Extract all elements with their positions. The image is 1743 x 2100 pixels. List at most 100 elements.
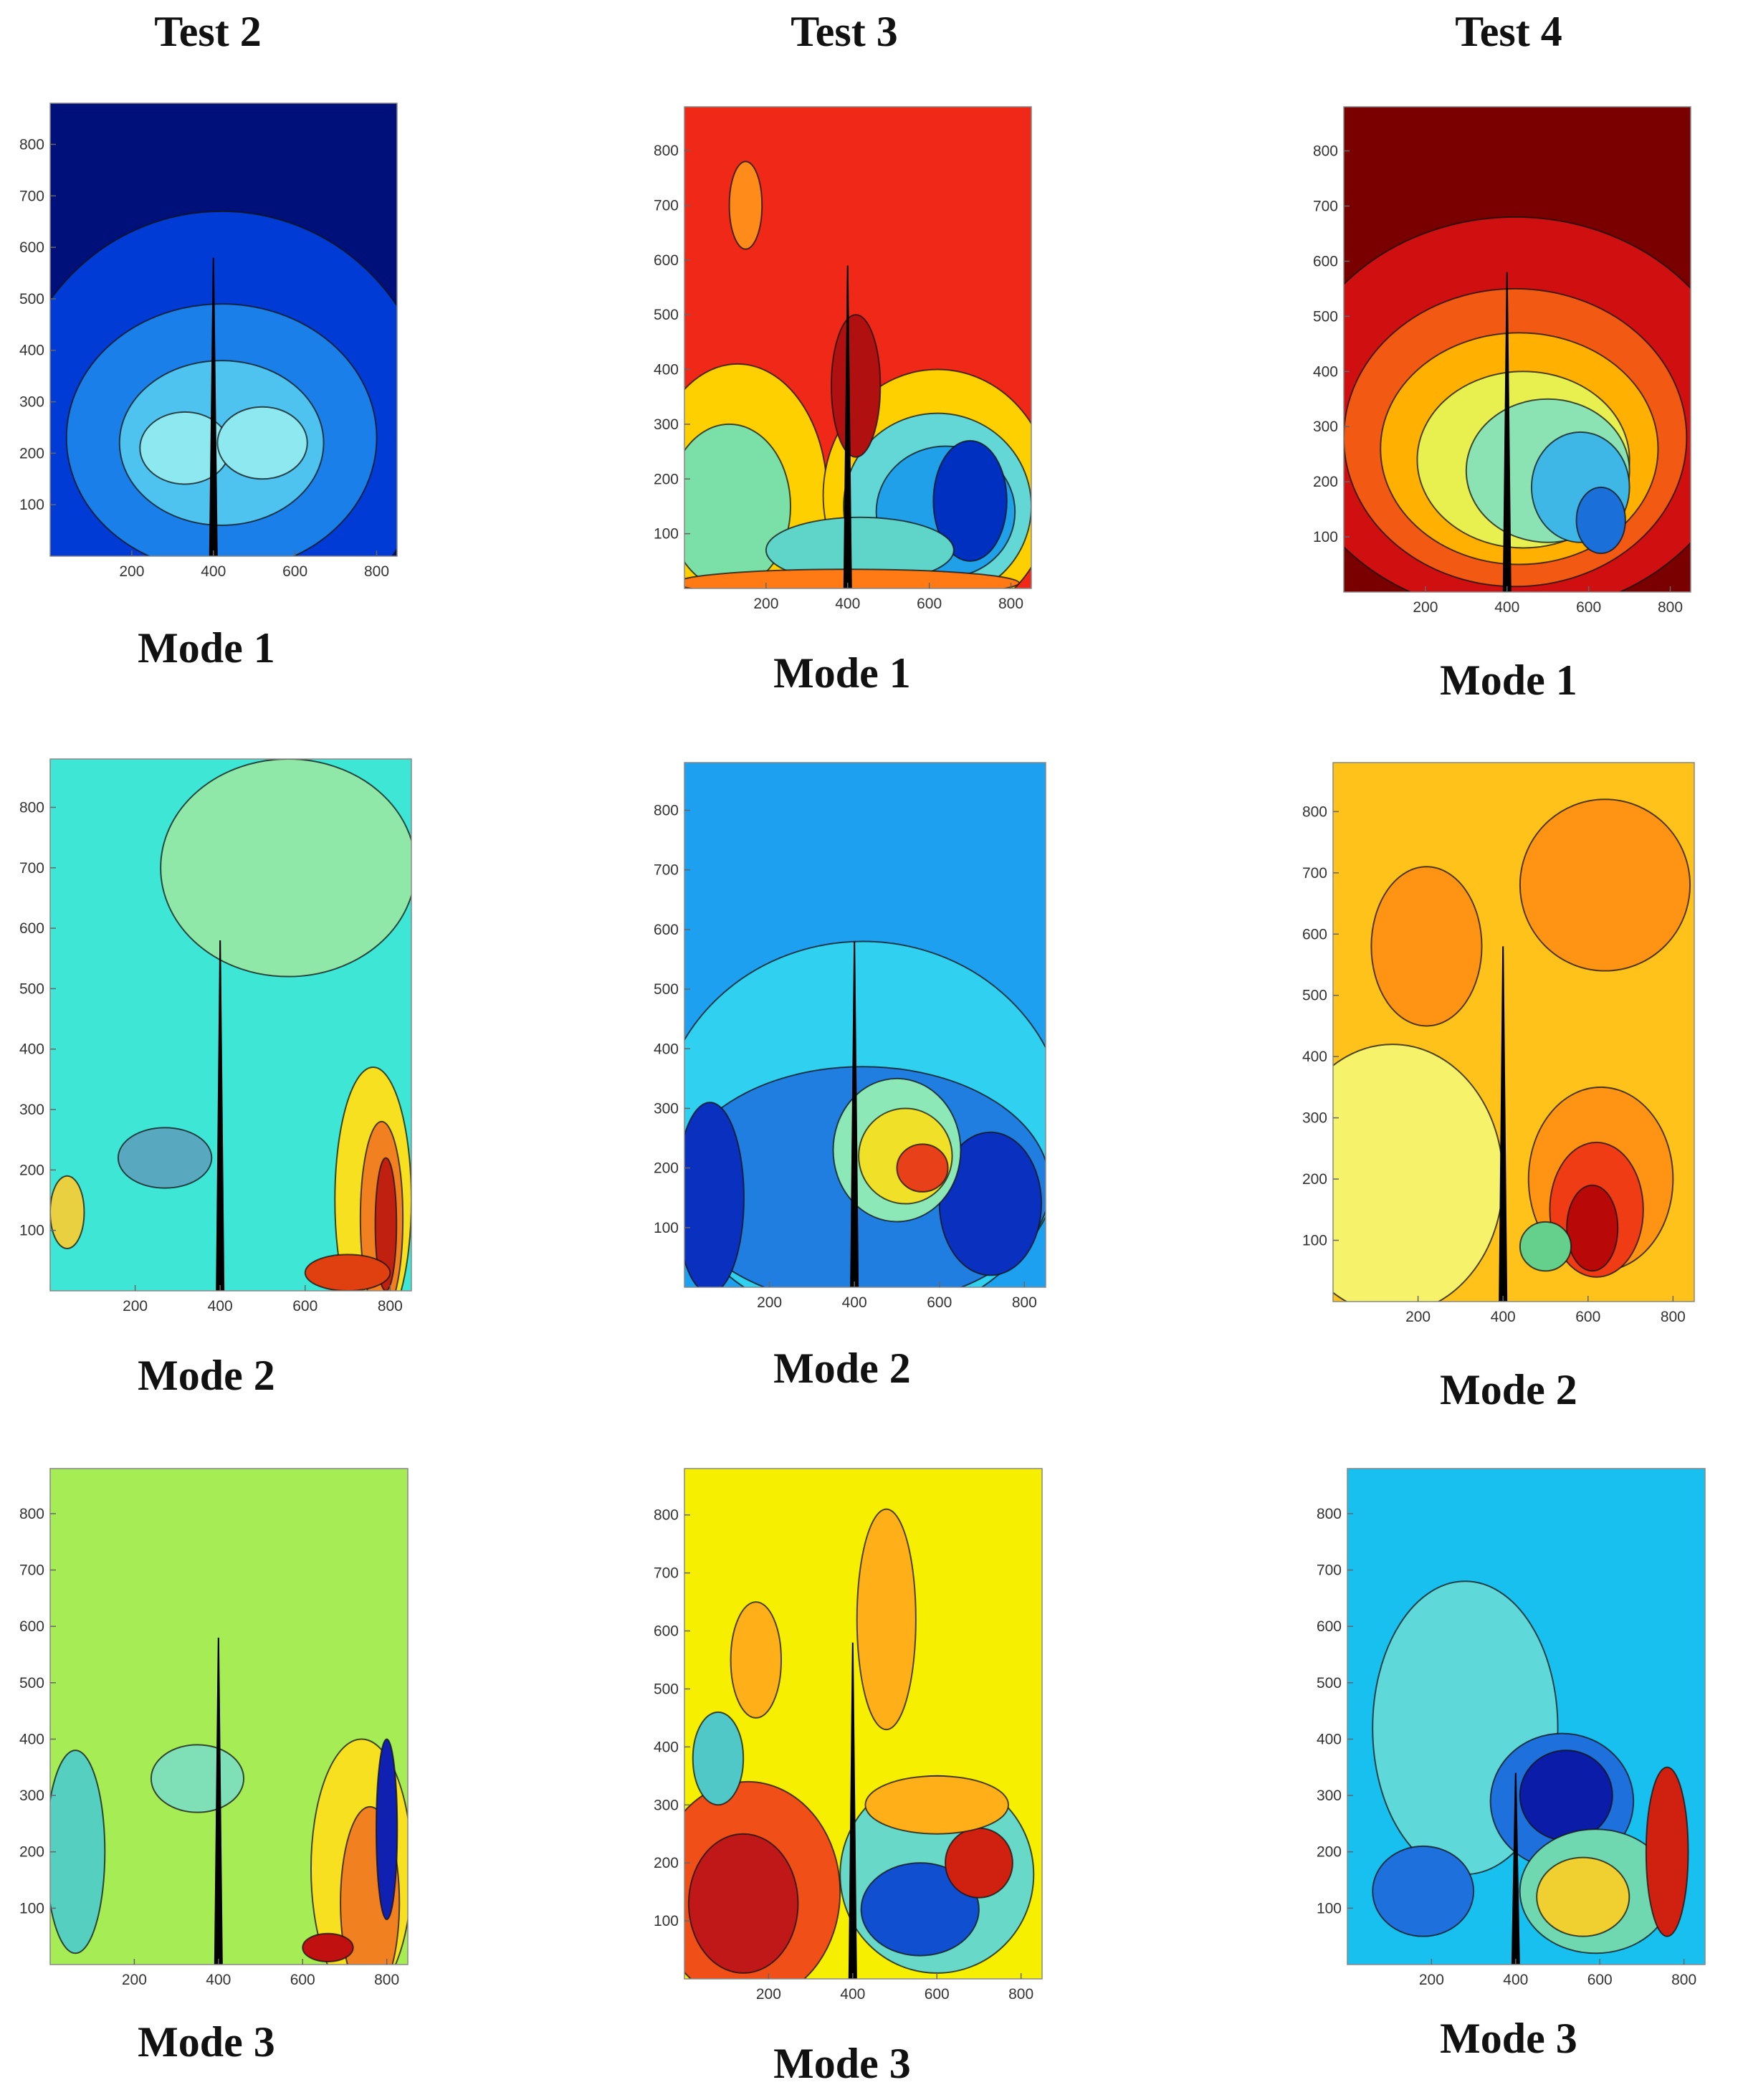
x-tick-label: 200 xyxy=(1405,1309,1431,1325)
x-tick-label: 200 xyxy=(122,1972,147,1988)
heatmap-test3-mode3: 200 400 600 800 100 200 300 400 500 600 700 800 xyxy=(654,1468,1043,2003)
x-tick-label: 600 xyxy=(1575,1309,1600,1325)
y-tick-label: 200 xyxy=(1317,1844,1342,1861)
y-tick-label: 800 xyxy=(654,143,679,159)
heatmap-test2-mode1: 200 400 600 800 100 200 300 400 500 600 700 800 xyxy=(19,102,398,580)
y-tick-label: 200 xyxy=(654,1855,679,1871)
y-tick-label: 500 xyxy=(654,981,679,998)
contour-region xyxy=(684,423,792,588)
y-tick-label: 600 xyxy=(654,1623,679,1640)
plot-frame xyxy=(49,758,412,1292)
y-tick-label: 200 xyxy=(654,1160,679,1177)
y-tick-label: 400 xyxy=(1302,1049,1327,1065)
x-tick-label: 800 xyxy=(1661,1309,1686,1325)
heatmap-field xyxy=(50,759,411,1291)
y-tick-label: 600 xyxy=(1313,253,1338,269)
x-tick-label: 400 xyxy=(840,1986,865,2003)
y-tick-label: 500 xyxy=(19,1675,44,1691)
y-tick-label: 100 xyxy=(19,497,44,513)
y-tick-label: 600 xyxy=(1317,1618,1342,1635)
plot-frame xyxy=(1347,1468,1706,1965)
plot-frame xyxy=(684,762,1046,1288)
x-tick-label: 600 xyxy=(917,596,942,612)
y-tick-label: 600 xyxy=(19,1618,44,1635)
contour-region xyxy=(1519,1221,1572,1272)
y-tick-label: 800 xyxy=(1317,1506,1342,1522)
contour-region xyxy=(1536,1856,1630,1937)
contour-region xyxy=(302,1932,354,1963)
contour-region xyxy=(728,161,763,250)
mode-label-test4-mode2: Mode 2 xyxy=(1440,1366,1577,1413)
contour-region xyxy=(150,1744,245,1813)
y-tick-label: 300 xyxy=(1302,1110,1327,1127)
heatmap-field xyxy=(1347,1469,1705,1965)
x-tick-label: 800 xyxy=(1012,1294,1037,1311)
x-tick-label: 400 xyxy=(208,1298,233,1314)
heatmap-field xyxy=(684,1469,1042,1979)
contour-region xyxy=(216,406,308,480)
y-tick-label: 500 xyxy=(654,307,679,323)
x-tick-label: 400 xyxy=(835,596,860,612)
mode-label-test4-mode3: Mode 3 xyxy=(1440,2015,1577,2062)
x-tick-label: 800 xyxy=(378,1298,403,1314)
x-tick-label: 600 xyxy=(925,1986,950,2003)
heatmap-test4-mode1: 200 400 600 800 100 200 300 400 500 600 700 800 xyxy=(1313,106,1691,616)
crack-line xyxy=(1502,272,1512,592)
y-tick-label: 400 xyxy=(19,1041,44,1058)
plot-frame xyxy=(1332,762,1695,1302)
x-tick-label: 600 xyxy=(290,1972,315,1988)
y-tick-label: 700 xyxy=(654,1565,679,1582)
contour-region xyxy=(864,1775,1010,1835)
y-tick-label: 800 xyxy=(19,1506,44,1522)
y-tick-label: 300 xyxy=(654,1100,679,1117)
x-tick-label: 200 xyxy=(123,1298,148,1314)
contour-region xyxy=(687,1833,799,1974)
x-tick-label: 800 xyxy=(998,596,1023,612)
y-tick-label: 400 xyxy=(1313,363,1338,380)
y-tick-label: 100 xyxy=(19,1900,44,1917)
heatmap-test4-mode2: 200 400 600 800 100 200 300 400 500 600 700 800 xyxy=(1302,762,1695,1325)
y-tick-label: 200 xyxy=(1302,1171,1327,1188)
y-tick-label: 200 xyxy=(19,1844,44,1861)
x-tick-label: 800 xyxy=(1671,1972,1696,1988)
y-tick-label: 100 xyxy=(1313,529,1338,545)
x-tick-label: 600 xyxy=(1576,599,1601,616)
x-tick-label: 400 xyxy=(842,1294,867,1311)
y-tick-label: 800 xyxy=(19,799,44,816)
y-tick-label: 600 xyxy=(19,920,44,937)
crack-line xyxy=(1499,946,1508,1302)
y-tick-label: 700 xyxy=(1317,1562,1342,1579)
y-tick-label: 400 xyxy=(654,1041,679,1057)
x-tick-label: 200 xyxy=(119,563,144,580)
plot-frame xyxy=(684,106,1032,589)
contour-region xyxy=(1372,1845,1475,1937)
crack-line xyxy=(1511,1772,1520,1965)
heatmap-field xyxy=(684,763,1046,1287)
y-tick-label: 700 xyxy=(19,860,44,877)
y-tick-label: 200 xyxy=(1313,474,1338,490)
y-tick-label: 200 xyxy=(654,471,679,487)
y-tick-label: 700 xyxy=(19,188,44,204)
y-tick-label: 500 xyxy=(654,1681,679,1697)
contour-region xyxy=(1519,798,1691,972)
y-tick-label: 400 xyxy=(1317,1731,1342,1747)
heatmap-field xyxy=(1344,107,1691,592)
heatmap-test2-mode2: 200 400 600 800 100 200 300 400 500 600 700 800 xyxy=(19,758,412,1314)
plot-frame xyxy=(1343,106,1691,593)
contour-region xyxy=(374,1157,398,1291)
y-tick-label: 300 xyxy=(19,1788,44,1804)
column-title-test-2: Test 2 xyxy=(154,8,262,55)
y-tick-label: 700 xyxy=(654,862,679,879)
y-tick-label: 400 xyxy=(19,1731,44,1747)
x-tick-label: 800 xyxy=(1658,599,1683,616)
column-title-test-3: Test 3 xyxy=(791,8,898,55)
contour-region xyxy=(1370,866,1483,1027)
crack-line xyxy=(216,940,225,1291)
y-tick-label: 400 xyxy=(19,343,44,359)
contour-region xyxy=(117,1127,213,1189)
y-tick-label: 600 xyxy=(1302,926,1327,942)
heatmap-field xyxy=(50,1469,408,1965)
x-tick-label: 400 xyxy=(1503,1972,1528,1988)
y-tick-label: 600 xyxy=(654,922,679,938)
crack-line xyxy=(214,1637,223,1965)
